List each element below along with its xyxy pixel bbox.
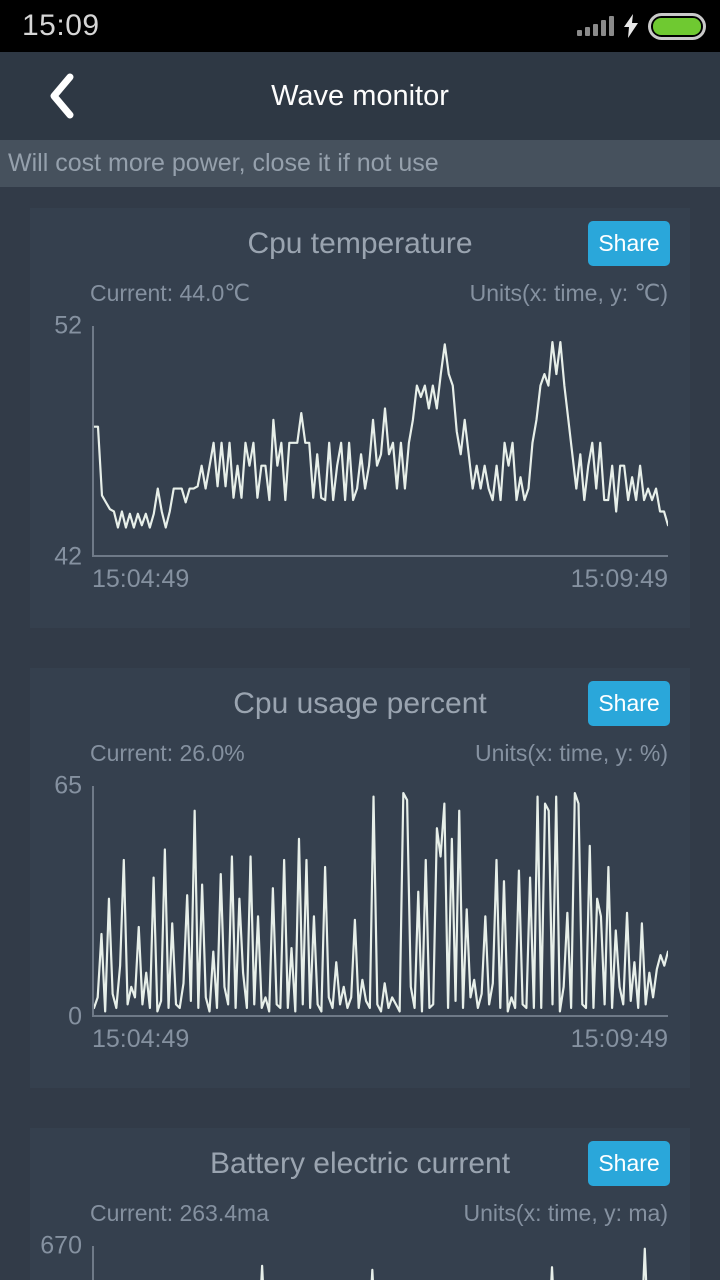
page-title: Wave monitor bbox=[271, 79, 449, 112]
waveform-line-chart bbox=[260, 1247, 648, 1280]
units-label: Units(x: time, y: %) bbox=[475, 740, 668, 766]
y-axis-max-label: 670 bbox=[40, 1231, 82, 1260]
units-label: Units(x: time, y: ma) bbox=[463, 1200, 668, 1226]
status-clock: 15:09 bbox=[22, 9, 100, 42]
y-axis-max-label: 52 bbox=[54, 311, 82, 340]
current-value: Current: 26.0% bbox=[90, 740, 245, 766]
share-button[interactable]: Share bbox=[588, 221, 670, 266]
cpu-temperature-card: Cpu temperature Share Current: 44.0℃ Uni… bbox=[30, 208, 690, 628]
card-title: Cpu temperature bbox=[247, 227, 473, 260]
signal-icon bbox=[577, 16, 614, 36]
share-button[interactable]: Share bbox=[588, 681, 670, 726]
y-axis-min-label: 0 bbox=[68, 1002, 82, 1031]
y-axis-min-label: 42 bbox=[54, 542, 82, 571]
units-label: Units(x: time, y: ℃) bbox=[469, 280, 668, 306]
charging-bolt-icon bbox=[624, 14, 638, 38]
card-title: Battery electric current bbox=[209, 1147, 511, 1180]
status-bar: 15:09 bbox=[0, 0, 720, 52]
current-value: Current: 263.4ma bbox=[90, 1200, 269, 1226]
back-arrow-icon bbox=[50, 73, 74, 119]
chart-plot-area bbox=[92, 786, 668, 1017]
x-axis-end-label: 15:09:49 bbox=[570, 1025, 668, 1053]
back-button[interactable] bbox=[30, 52, 94, 140]
battery-current-card: Battery electric current Share Current: … bbox=[30, 1128, 690, 1280]
x-axis-start-label: 15:04:49 bbox=[92, 565, 190, 593]
power-notice-bar: Will cost more power, close it if not us… bbox=[0, 140, 720, 187]
y-axis-max-label: 65 bbox=[54, 771, 82, 800]
chart-plot-area bbox=[92, 326, 668, 557]
x-axis-start-label: 15:04:49 bbox=[92, 1025, 190, 1053]
waveform-line-chart bbox=[94, 791, 668, 1013]
power-notice-text: Will cost more power, close it if not us… bbox=[8, 149, 439, 177]
current-value: Current: 44.0℃ bbox=[90, 280, 251, 306]
x-axis-end-label: 15:09:49 bbox=[570, 565, 668, 593]
app-header: Wave monitor bbox=[0, 52, 720, 140]
chart-plot-area bbox=[92, 1246, 668, 1280]
card-title: Cpu usage percent bbox=[233, 687, 487, 720]
cpu-usage-card: Cpu usage percent Share Current: 26.0% U… bbox=[30, 668, 690, 1088]
share-button[interactable]: Share bbox=[588, 1141, 670, 1186]
waveform-line-chart bbox=[94, 340, 668, 529]
battery-icon bbox=[648, 12, 706, 40]
